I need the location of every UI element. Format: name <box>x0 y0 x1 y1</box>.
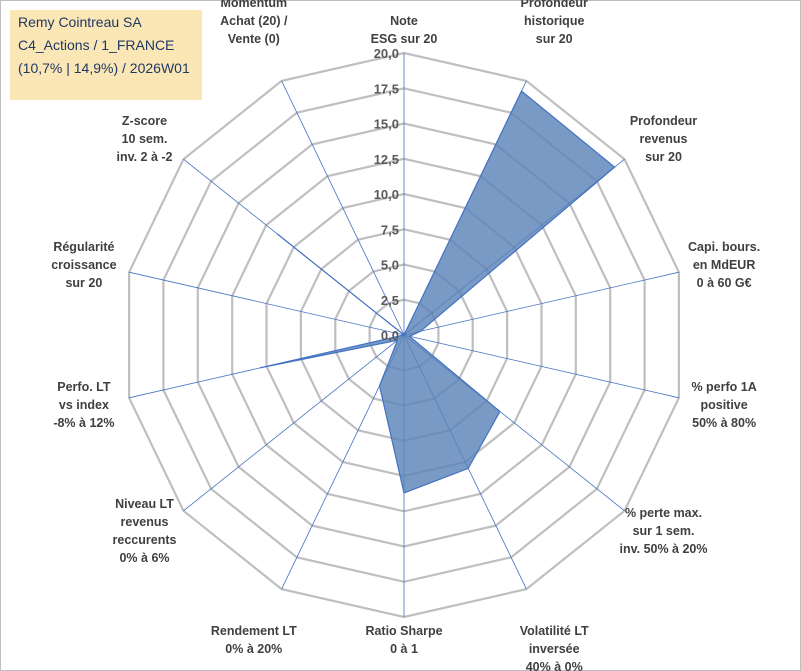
tick-label: 12,5 <box>374 152 399 167</box>
axis-label: Rendement LT 0% à 20% <box>211 624 297 656</box>
tick-label: 7,5 <box>381 222 399 237</box>
axis-label: Z-score 10 sem. inv. 2 à -2 <box>116 114 172 164</box>
axis-spoke <box>281 80 405 336</box>
tick-label: 15,0 <box>374 117 399 132</box>
axis-spoke <box>183 334 405 512</box>
axis-label: Profondeur revenus sur 20 <box>630 114 697 164</box>
tick-label: 2,5 <box>381 293 399 308</box>
axis-label: Perfo. LT vs index -8% à 12% <box>53 380 114 430</box>
axis-label: Régularité croissance sur 20 <box>51 240 116 290</box>
tick-label: 17,5 <box>374 81 399 96</box>
axis-label: Profondeur historique sur 20 <box>521 0 588 46</box>
axis-label: Volatilité LT inversée 40% à 0% <box>520 624 589 671</box>
axis-label: Ratio Sharpe 0 à 1 <box>365 624 442 656</box>
title-stats: (10,7% | 14,9%) / 2026W01 <box>18 60 190 76</box>
series-layer <box>259 90 616 494</box>
chart-title-box: Remy Cointreau SA C4_Actions / 1_FRANCE … <box>10 10 202 100</box>
title-category: C4_Actions / 1_FRANCE <box>18 37 175 53</box>
axis-spoke <box>403 271 679 336</box>
axis-label: % perfo 1A positive 50% à 80% <box>691 380 756 430</box>
axis-labels: Note ESG sur 20 Profondeur historique sur 20… <box>51 0 760 671</box>
tick-label: 5,0 <box>381 258 399 273</box>
axis-spoke <box>403 334 679 399</box>
tick-labels: 0,0 2,5 5,0 7,5 10,0 12,5 15,0 17,5 20,0 <box>374 46 399 343</box>
title-company: Remy Cointreau SA <box>18 14 142 30</box>
tick-label: 0,0 <box>381 328 399 343</box>
axis-label: Momentum Achat (20) / Vente (0) <box>220 0 288 46</box>
series-area <box>259 90 616 494</box>
axis-spoke <box>129 271 405 336</box>
axis-label: Capi. bours. en MdEUR 0 à 60 G€ <box>688 240 760 290</box>
axis-label: % perte max. sur 1 sem. inv. 50% à 20% <box>619 506 707 556</box>
axis-label: Niveau LT revenus reccurents 0% à 6% <box>113 497 177 565</box>
tick-label: 20,0 <box>374 46 399 61</box>
tick-label: 10,0 <box>374 187 399 202</box>
axis-label: Note ESG sur 20 <box>371 14 438 46</box>
